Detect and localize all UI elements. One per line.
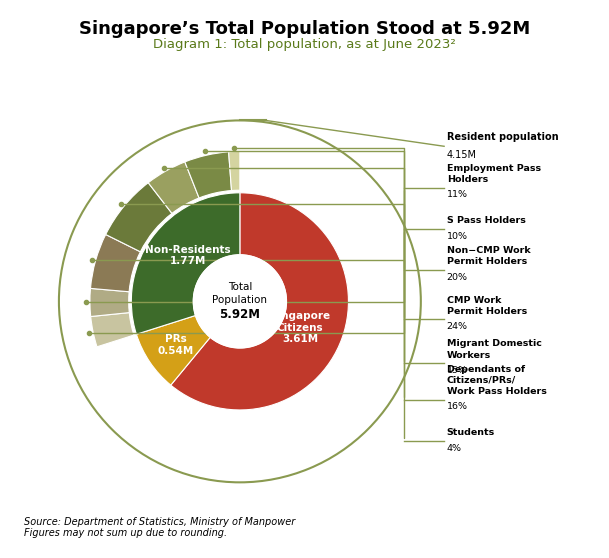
Text: Singapore’s Total Population Stood at 5.92M: Singapore’s Total Population Stood at 5.… bbox=[79, 20, 530, 37]
Text: Diagram 1: Total population, as at June 2023²: Diagram 1: Total population, as at June … bbox=[0, 557, 1, 558]
Text: CMP Work
Permit Holders: CMP Work Permit Holders bbox=[446, 296, 527, 316]
Wedge shape bbox=[91, 312, 134, 347]
Text: Diagram 1: Total population, as at June 2023²: Diagram 1: Total population, as at June … bbox=[153, 38, 456, 51]
Text: Population: Population bbox=[213, 295, 267, 305]
Text: Migrant Domestic
Workers: Migrant Domestic Workers bbox=[446, 339, 541, 359]
Text: Singapore
Citizens
3.61M: Singapore Citizens 3.61M bbox=[270, 311, 330, 344]
Wedge shape bbox=[90, 288, 129, 316]
Text: 4.15M: 4.15M bbox=[446, 150, 477, 160]
Text: 10%: 10% bbox=[446, 232, 468, 240]
Text: 16%: 16% bbox=[446, 402, 468, 411]
Wedge shape bbox=[106, 182, 172, 252]
Text: Students: Students bbox=[446, 428, 495, 437]
Wedge shape bbox=[136, 315, 210, 385]
Wedge shape bbox=[132, 193, 240, 334]
Text: Non−CMP Work
Permit Holders: Non−CMP Work Permit Holders bbox=[446, 247, 530, 267]
Text: S Pass Holders: S Pass Holders bbox=[446, 216, 526, 225]
Wedge shape bbox=[185, 152, 231, 198]
Wedge shape bbox=[228, 151, 240, 190]
Wedge shape bbox=[148, 162, 199, 213]
Text: 11%: 11% bbox=[446, 190, 468, 199]
Text: PRs
0.54M: PRs 0.54M bbox=[158, 334, 194, 355]
Text: 24%: 24% bbox=[446, 322, 468, 331]
Text: 4%: 4% bbox=[446, 444, 462, 453]
Text: Total: Total bbox=[228, 282, 252, 292]
Text: Employment Pass
Holders: Employment Pass Holders bbox=[446, 163, 541, 184]
Text: Source: Department of Statistics, Ministry of Manpower
Figures may not sum up du: Source: Department of Statistics, Minist… bbox=[24, 517, 295, 538]
Text: Resident population: Resident population bbox=[446, 132, 558, 142]
Circle shape bbox=[193, 255, 286, 348]
Text: 5.92M: 5.92M bbox=[219, 308, 261, 321]
Text: Dependants of
Citizens/PRs/
Work Pass Holders: Dependants of Citizens/PRs/ Work Pass Ho… bbox=[446, 364, 546, 396]
Text: 15%: 15% bbox=[446, 366, 468, 375]
Wedge shape bbox=[171, 193, 348, 410]
Text: Non-Residents
1.77M: Non-Residents 1.77M bbox=[145, 245, 230, 266]
Wedge shape bbox=[91, 234, 141, 292]
Text: 20%: 20% bbox=[446, 273, 468, 282]
